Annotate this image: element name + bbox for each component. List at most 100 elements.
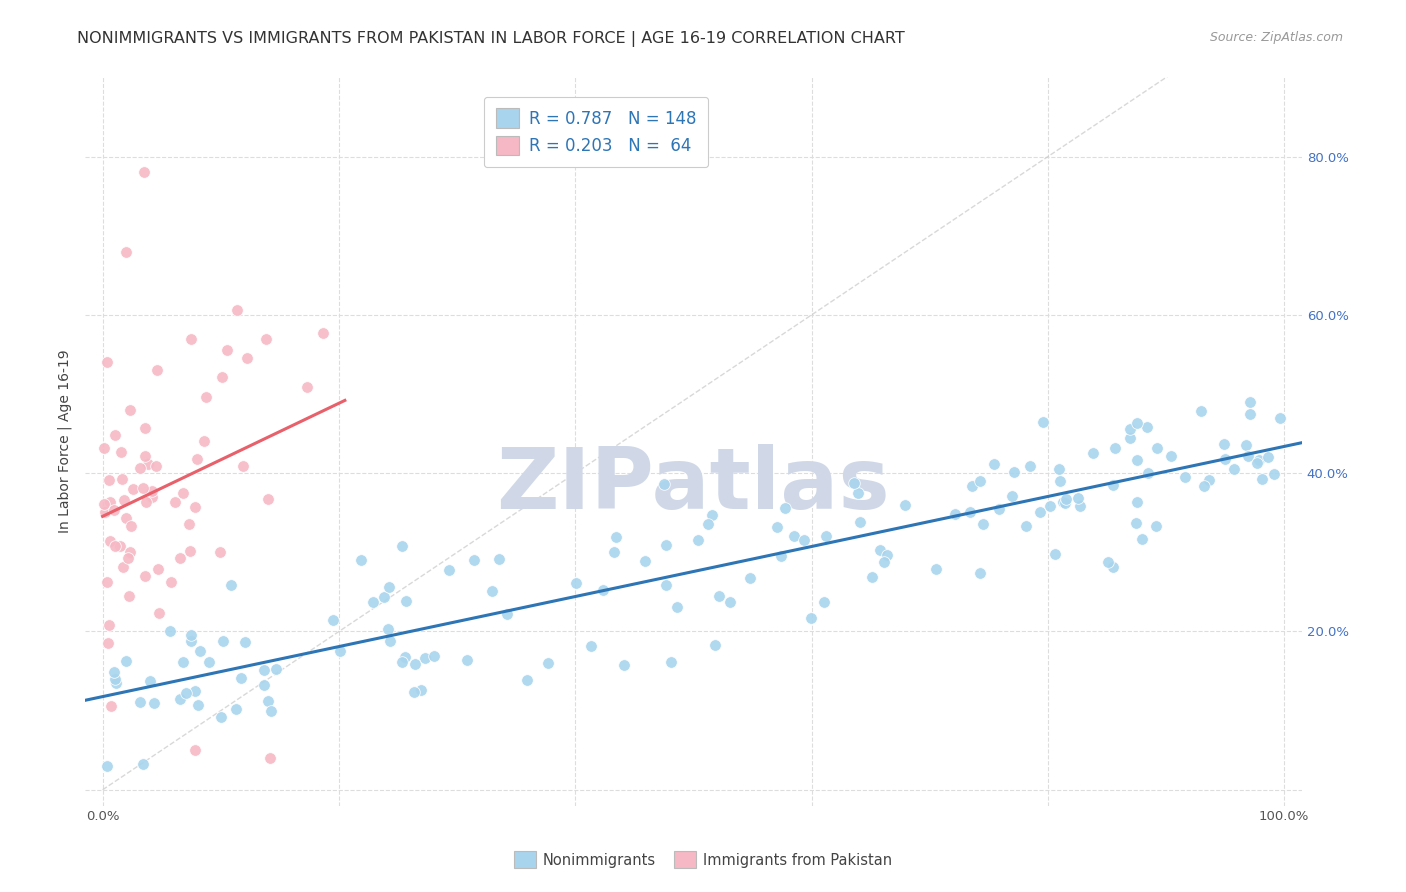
Text: NONIMMIGRANTS VS IMMIGRANTS FROM PAKISTAN IN LABOR FORCE | AGE 16-19 CORRELATION: NONIMMIGRANTS VS IMMIGRANTS FROM PAKISTA…: [77, 31, 905, 47]
Point: [115, 654, 138, 668]
Point: [134, 420, 156, 434]
Point: [96, 758, 118, 772]
Point: [1119, 422, 1142, 436]
Point: [1097, 555, 1119, 569]
Point: [873, 555, 896, 569]
Point: [256, 491, 278, 506]
Point: [1246, 456, 1268, 470]
Point: [1126, 453, 1149, 467]
Point: [814, 529, 837, 543]
Point: [111, 472, 134, 486]
Point: [122, 483, 145, 497]
Point: [1160, 449, 1182, 463]
Point: [98, 534, 121, 549]
Y-axis label: In Labor Force | Age 16-19: In Labor Force | Age 16-19: [58, 350, 72, 533]
Point: [1069, 499, 1091, 513]
Point: [1223, 462, 1246, 476]
Point: [1047, 462, 1070, 476]
Point: [225, 702, 247, 716]
Point: [105, 676, 128, 690]
Point: [179, 544, 201, 558]
Point: [215, 343, 238, 357]
Point: [592, 583, 614, 598]
Point: [1239, 395, 1261, 409]
Point: [120, 519, 142, 533]
Point: [98, 494, 121, 508]
Point: [236, 351, 259, 365]
Point: [136, 457, 159, 471]
Point: [655, 578, 678, 592]
Point: [373, 591, 395, 605]
Point: [943, 507, 966, 521]
Point: [1189, 403, 1212, 417]
Point: [1102, 559, 1125, 574]
Point: [391, 655, 413, 669]
Point: [118, 545, 141, 559]
Point: [350, 553, 373, 567]
Point: [378, 580, 401, 594]
Point: [488, 552, 510, 566]
Point: [1237, 449, 1260, 463]
Point: [377, 622, 399, 636]
Point: [104, 428, 127, 442]
Point: [169, 550, 191, 565]
Point: [112, 493, 135, 508]
Point: [177, 516, 200, 531]
Point: [1081, 445, 1104, 459]
Point: [118, 402, 141, 417]
Point: [129, 695, 152, 709]
Point: [925, 562, 948, 576]
Point: [707, 589, 730, 603]
Point: [686, 533, 709, 547]
Point: [141, 483, 163, 498]
Point: [139, 673, 162, 688]
Point: [183, 500, 205, 514]
Point: [132, 756, 155, 771]
Point: [115, 244, 138, 259]
Point: [437, 563, 460, 577]
Point: [969, 474, 991, 488]
Point: [159, 624, 181, 639]
Point: [1053, 496, 1076, 510]
Point: [1126, 416, 1149, 430]
Point: [1213, 451, 1236, 466]
Point: [160, 575, 183, 590]
Point: [404, 657, 426, 672]
Point: [860, 570, 883, 584]
Point: [259, 751, 281, 765]
Point: [225, 303, 247, 318]
Point: [232, 459, 254, 474]
Point: [142, 697, 165, 711]
Point: [180, 332, 202, 346]
Point: [740, 570, 762, 584]
Point: [959, 505, 981, 519]
Point: [260, 704, 283, 718]
Point: [322, 613, 344, 627]
Point: [1144, 519, 1167, 533]
Point: [652, 477, 675, 491]
Point: [253, 663, 276, 677]
Point: [103, 665, 125, 680]
Point: [172, 486, 194, 500]
Point: [211, 370, 233, 384]
Point: [983, 457, 1005, 471]
Point: [605, 530, 627, 544]
Point: [186, 451, 208, 466]
Point: [1019, 459, 1042, 474]
Legend: R = 0.787   N = 148, R = 0.203   N =  64: R = 0.787 N = 148, R = 0.203 N = 64: [484, 96, 709, 167]
Point: [1130, 532, 1153, 546]
Point: [145, 459, 167, 474]
Point: [1247, 453, 1270, 467]
Point: [208, 545, 231, 559]
Point: [184, 743, 207, 757]
Point: [1198, 473, 1220, 487]
Point: [146, 562, 169, 576]
Point: [1174, 469, 1197, 483]
Point: [198, 655, 221, 669]
Point: [391, 539, 413, 553]
Point: [212, 634, 235, 648]
Point: [104, 672, 127, 686]
Point: [129, 460, 152, 475]
Point: [972, 516, 994, 531]
Point: [135, 495, 157, 509]
